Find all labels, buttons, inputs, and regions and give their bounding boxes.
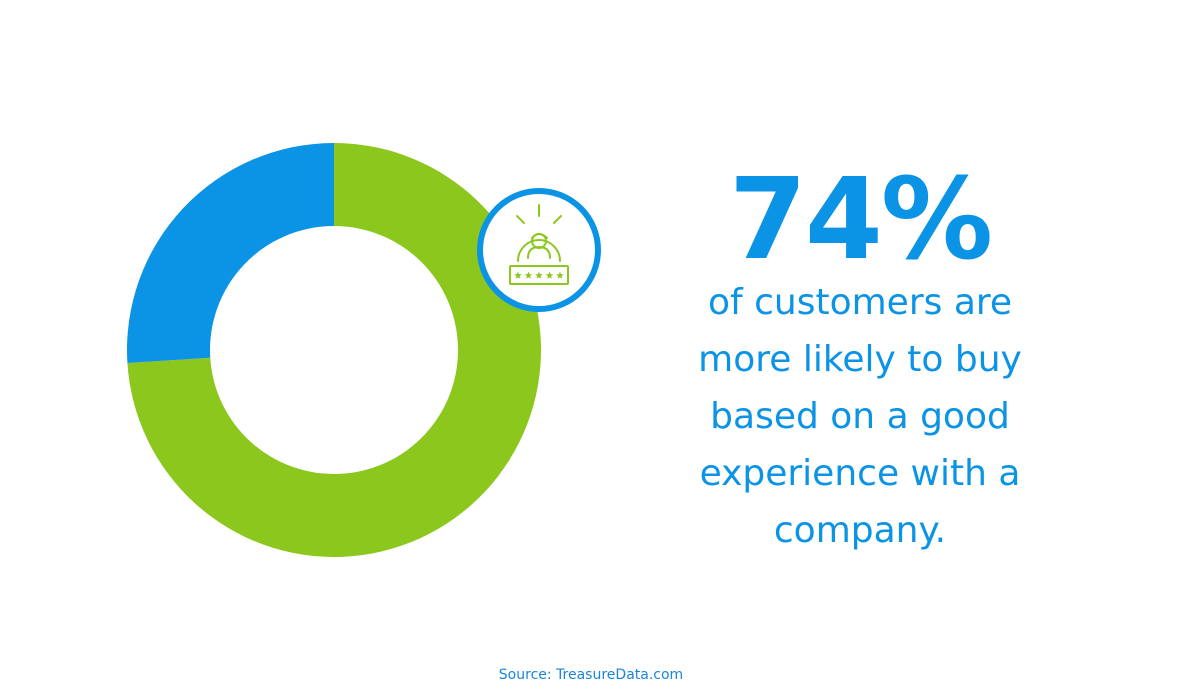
stat-description-line: company.: [773, 510, 947, 551]
source-citation: Source: TreasureData.com: [498, 667, 684, 683]
stat-description-line: more likely to buy: [698, 339, 1022, 380]
customer-rating-icon: [509, 204, 569, 285]
stat-description-line: experience with a: [699, 453, 1021, 494]
rating-stars: [514, 271, 564, 279]
stat-value: 74%: [728, 155, 993, 285]
stat-description-line: based on a good: [710, 396, 1010, 437]
star-icon: [556, 271, 564, 279]
stat-block: 74% of customers are more likely to buy …: [660, 160, 1060, 559]
donut-slice: [127, 143, 334, 363]
rating-badge: [477, 188, 601, 312]
star-icon: [535, 271, 543, 279]
donut-slices: [127, 143, 541, 557]
star-icon: [545, 271, 554, 279]
star-icon: [524, 271, 533, 279]
star-icon: [514, 271, 522, 279]
donut-slice: [127, 143, 541, 557]
stat-description: of customers are more likely to buy base…: [660, 274, 1060, 559]
stat-description-line: of customers are: [707, 282, 1013, 323]
